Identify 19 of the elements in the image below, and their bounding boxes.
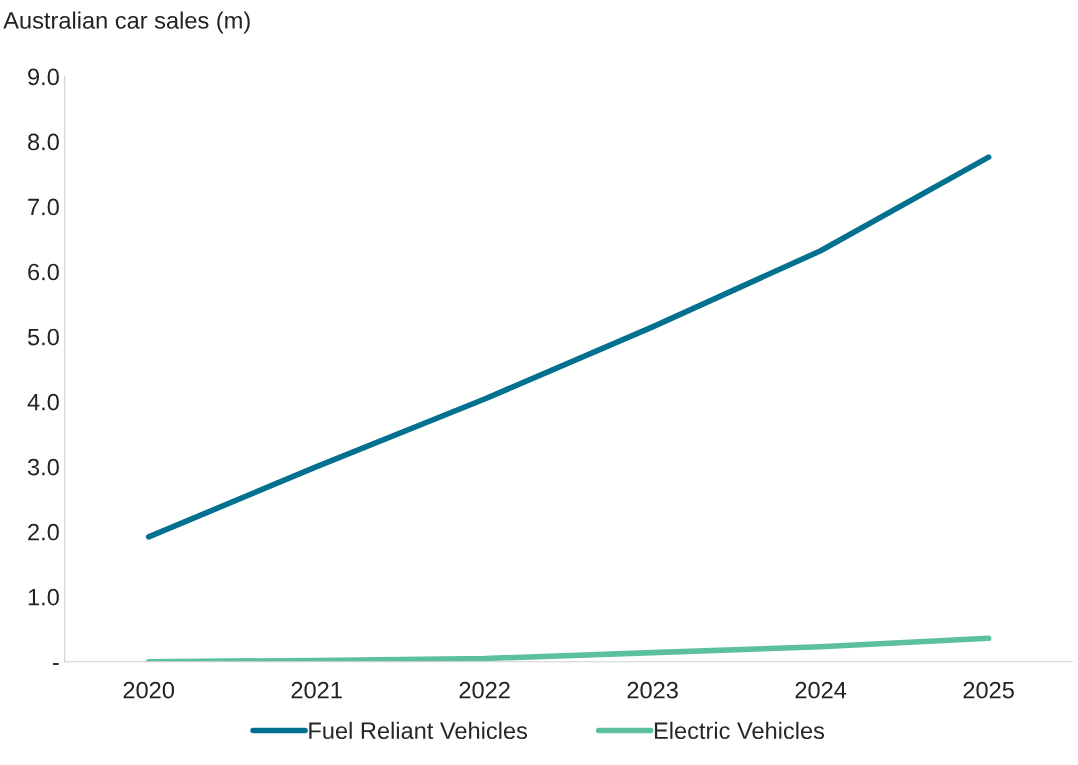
y-tick-label: - (53, 663, 59, 665)
legend-label: Electric Vehicles (654, 721, 825, 740)
y-tick-label: 5.0 (27, 328, 59, 346)
chart-title: Australian car sales (m) (3, 11, 250, 34)
y-tick-label: 9.0 (28, 68, 59, 86)
x-tick-label: 2021 (291, 681, 342, 699)
y-tick-label: 7.0 (28, 198, 59, 216)
x-tick-label: 2025 (963, 681, 1014, 699)
y-tick-label: 2.0 (28, 523, 59, 541)
y-tick-label: 8.0 (28, 133, 59, 151)
x-tick-label: 2022 (459, 681, 510, 699)
y-tick-label: 1.0 (28, 588, 59, 606)
legend-label: Fuel Reliant Vehicles (309, 721, 528, 740)
x-tick-label: 2020 (123, 681, 175, 699)
y-tick-label: 4.0 (27, 393, 59, 411)
y-tick-label: 3.0 (27, 458, 59, 476)
x-tick-label: 2024 (795, 681, 847, 699)
x-tick-label: 2023 (627, 681, 678, 699)
y-tick-label: 6.0 (28, 263, 59, 281)
